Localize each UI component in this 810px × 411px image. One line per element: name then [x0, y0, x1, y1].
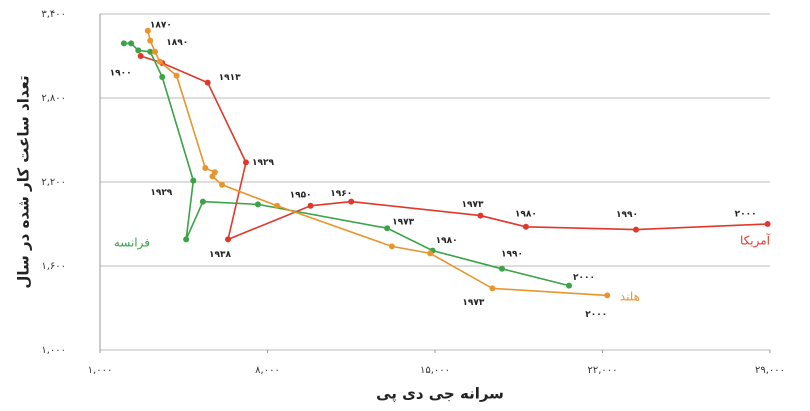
year-label: ۱۹۲۹	[252, 158, 274, 168]
point	[477, 212, 484, 219]
year-label: ۱۹۶۰	[330, 189, 352, 199]
point	[566, 282, 572, 289]
point	[135, 47, 142, 54]
x-axis-title: سرانه جی دی پی	[376, 385, 504, 404]
series-name: آمریکا	[740, 233, 771, 249]
year-label: ۱۹۵۰	[290, 190, 312, 200]
x-tick-label: ۱,۰۰۰	[88, 365, 113, 376]
year-label: ۲۰۰۰	[573, 273, 595, 283]
series-name: هلند	[620, 290, 640, 304]
y-tick-label: ۱,۰۰۰	[41, 345, 66, 356]
point	[522, 223, 529, 230]
point	[137, 53, 144, 59]
point	[427, 250, 434, 257]
year-label: ۱۸۷۰	[150, 20, 172, 30]
year-label: ۱۹۷۳	[392, 218, 414, 228]
point	[190, 177, 197, 184]
point	[348, 198, 355, 205]
year-label: ۱۹۸۰	[436, 236, 458, 246]
point	[254, 201, 261, 208]
point	[159, 74, 166, 80]
point	[128, 40, 135, 47]
year-label: ۱۹۷۳	[462, 298, 484, 308]
point	[147, 48, 154, 55]
year-label: ۱۹۲۹	[150, 188, 172, 198]
year-label: ۲۰۰۰	[735, 210, 757, 220]
point	[489, 285, 496, 292]
point	[152, 48, 159, 55]
year-label: ۱۹۹۰	[616, 210, 638, 220]
year-label: ۱۹۰۰	[110, 69, 132, 79]
point	[274, 202, 281, 209]
year-label: ۱۹۷۳	[461, 200, 483, 210]
point	[384, 225, 391, 232]
point	[225, 236, 232, 243]
point	[209, 173, 216, 180]
point	[156, 58, 163, 65]
series-line	[140, 55, 768, 241]
point	[147, 37, 154, 44]
point	[307, 202, 314, 209]
year-label: ۱۹۹۰	[501, 249, 523, 259]
year-label: ۱۹۸۰	[515, 209, 537, 219]
year-label: ۱۸۹۰	[166, 38, 188, 48]
point	[604, 292, 611, 299]
y-axis-title: تعداد ساعت کار شده در سال	[15, 75, 33, 288]
point	[388, 243, 395, 250]
point	[183, 236, 190, 243]
y-tick-label: ۲,۸۰۰	[41, 93, 66, 104]
year-label: ۱۹۳۸	[209, 250, 231, 260]
y-tick-label: ۳,۴۰۰	[41, 9, 66, 20]
y-tick-label: ۱,۶۰۰	[41, 261, 66, 272]
series-name: فرانسه	[114, 236, 150, 251]
point	[204, 79, 211, 86]
year-label: ۲۰۰۰	[585, 310, 607, 320]
point	[242, 159, 249, 166]
x-tick-label: ۲۲,۰۰۰	[587, 365, 617, 376]
point	[219, 181, 226, 188]
y-tick-label: ۲,۲۰۰	[41, 177, 66, 188]
x-tick-label: ۱۵,۰۰۰	[420, 365, 450, 376]
point	[199, 198, 206, 205]
point	[120, 40, 127, 47]
x-tick-label: ۸,۰۰۰	[255, 365, 280, 376]
point	[499, 265, 505, 272]
year-label: ۱۹۱۳	[219, 73, 241, 83]
x-tick-label: ۲۹,۰۰۰	[755, 365, 785, 376]
point	[764, 221, 771, 227]
point	[173, 72, 180, 79]
point	[202, 165, 209, 171]
point	[144, 27, 151, 34]
point	[633, 226, 639, 233]
